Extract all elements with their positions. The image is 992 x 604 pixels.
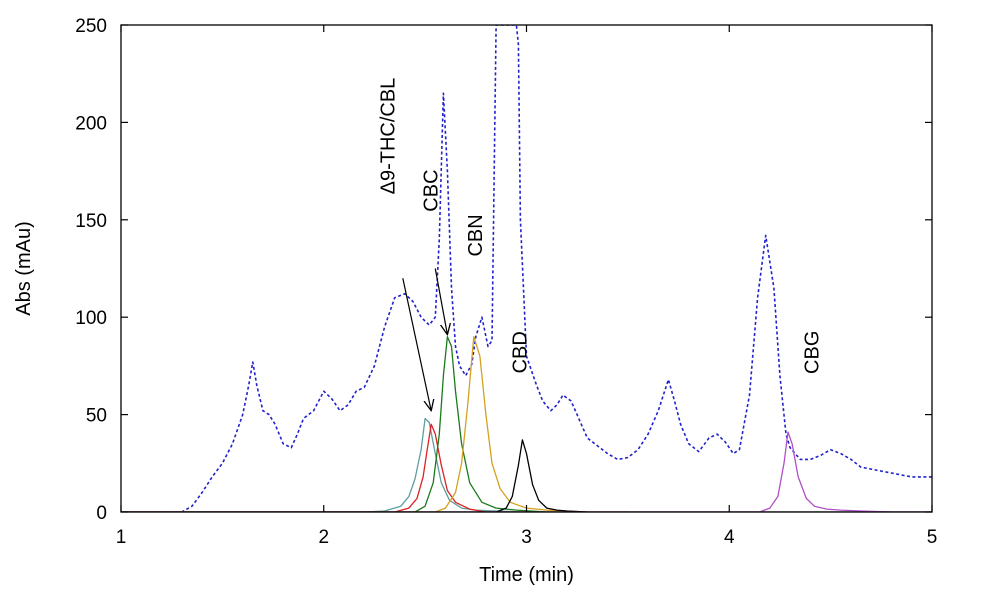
series-line-1 (121, 25, 932, 512)
y-tick-label: 200 (75, 113, 107, 134)
series-line-3 (121, 423, 567, 512)
peak-label: CBG (801, 331, 823, 374)
x-tick-label: 3 (521, 527, 532, 548)
y-tick-label: 100 (75, 308, 107, 329)
series-line-4 (121, 336, 588, 512)
series-layer (121, 25, 932, 512)
peak-label: CBD (510, 331, 532, 373)
peak-label: Δ9-THC/CBL (378, 78, 400, 195)
x-tick-label: 1 (116, 527, 127, 548)
peak-arrow (402, 278, 431, 410)
annotation-layer: Δ9-THC/CBL CBC CBN CBD CBG (378, 78, 823, 411)
series-line-2 (121, 417, 567, 512)
peak-label: CBC (420, 169, 442, 211)
peak-arrow (434, 268, 447, 335)
x-tick-label: 4 (724, 527, 735, 548)
x-tick-label: 5 (927, 527, 938, 548)
y-axis-title: Abs (mAu) (13, 221, 35, 315)
y-tick-label: 50 (86, 406, 107, 427)
series-line-6 (121, 439, 932, 512)
x-tick-label: 2 (318, 527, 329, 548)
y-tick-label: 0 (96, 503, 107, 524)
y-tick-label: 150 (75, 211, 107, 232)
x-axis-title: Time (min) (479, 564, 574, 586)
y-tick-label: 250 (75, 16, 107, 37)
peak-label: CBN (465, 214, 487, 256)
series-line-7 (121, 431, 932, 512)
series-line-5 (121, 336, 628, 512)
plot-frame (120, 24, 933, 513)
